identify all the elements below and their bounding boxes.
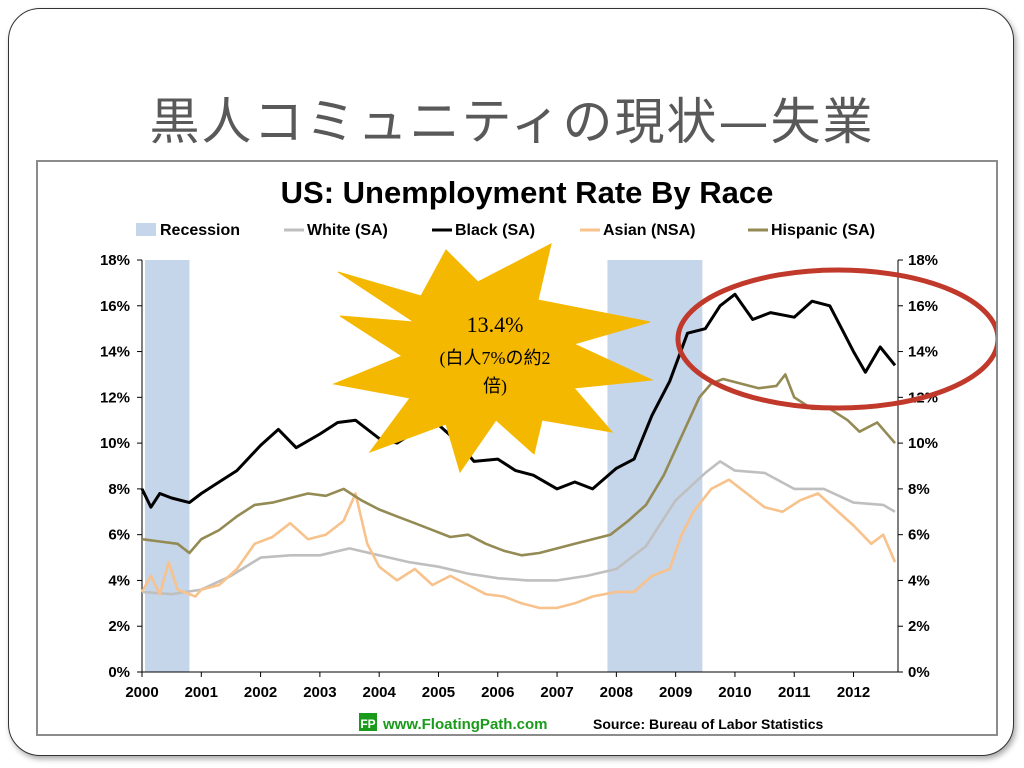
series-line-hispanic — [141, 373, 896, 557]
x-tick-label: 2005 — [422, 684, 455, 701]
y-tick-label-right: 2% — [908, 618, 930, 635]
burst-shape — [332, 243, 654, 474]
highlight-ellipse — [675, 267, 996, 411]
x-tick-label: 2011 — [778, 684, 811, 701]
axes: 0% 0%2% 2%4% 4%6% 6%8% 8%10% 10%12% 12%14% 14%16… — [100, 252, 938, 701]
recession-bands — [144, 260, 703, 672]
y-tick-label-left: 16% — [100, 298, 130, 315]
x-tick-label: 2010 — [718, 684, 751, 701]
y-tick-label-left: 4% — [108, 572, 130, 589]
legend-label-black: Black (SA) — [455, 222, 535, 239]
legend-item-asian: Asian (NSA) — [580, 222, 695, 239]
x-tick-label: 2009 — [659, 684, 692, 701]
y-tick-label-left: 18% — [100, 252, 130, 269]
series-lines — [140, 292, 897, 610]
series-line-asian — [140, 478, 897, 610]
footer-source: Source: Bureau of Labor Statistics — [593, 716, 823, 732]
unemployment-chart: US: Unemployment Rate By Race Recession W… — [100, 175, 996, 733]
legend-item-recession: Recession — [136, 222, 240, 239]
x-tick-label: 2004 — [362, 684, 396, 701]
chart-legend: Recession White (SA) Black (SA) Asian (NSA)… — [136, 222, 875, 239]
y-tick-label-left: 0% — [108, 664, 130, 681]
chart-title: US: Unemployment Rate By Race — [281, 175, 774, 210]
y-tick-label-left: 6% — [108, 527, 130, 544]
x-tick-label: 2008 — [600, 684, 633, 701]
y-tick-label-right: 10% — [908, 435, 938, 452]
y-tick-label-left: 8% — [108, 481, 130, 498]
svg-text:FP: FP — [360, 717, 375, 731]
x-tick-label: 2000 — [125, 684, 158, 701]
legend-label-recession: Recession — [160, 222, 240, 239]
x-tick-label: 2006 — [481, 684, 514, 701]
recession-band-1 — [144, 260, 190, 672]
y-tick-label-right: 8% — [908, 481, 930, 498]
legend-label-asian: Asian (NSA) — [603, 222, 695, 239]
legend-label-hispanic: Hispanic (SA) — [771, 222, 875, 239]
y-tick-label-left: 2% — [108, 618, 130, 635]
y-tick-label-right: 0% — [908, 664, 930, 681]
floatingpath-logo: FP — [359, 713, 377, 731]
y-tick-label-right: 14% — [908, 344, 938, 361]
series-line-black — [140, 292, 897, 509]
callout-line2: (白人7%の約2 — [440, 348, 551, 369]
slide-title: 黒人コミュニティの現状—失業 — [149, 93, 875, 151]
x-tick-label: 2007 — [540, 684, 573, 701]
legend-swatch-recession — [136, 223, 156, 236]
legend-label-white: White (SA) — [307, 222, 388, 239]
x-tick-label: 2001 — [185, 684, 218, 701]
footer-site-link[interactable]: www.FloatingPath.com — [382, 716, 547, 733]
legend-item-white: White (SA) — [284, 222, 388, 239]
y-tick-label-left: 14% — [100, 344, 130, 361]
callout-value: 13.4% — [467, 312, 524, 337]
y-tick-label-right: 18% — [908, 252, 938, 269]
x-tick-label: 2012 — [837, 684, 870, 701]
x-tick-label: 2002 — [244, 684, 277, 701]
y-tick-label-right: 4% — [908, 572, 930, 589]
series-line-white — [141, 460, 896, 596]
y-tick-label-left: 10% — [100, 435, 130, 452]
chart-footer: FP www.FloatingPath.com Source: Bureau o… — [359, 713, 823, 733]
y-tick-label-right: 16% — [908, 298, 938, 315]
chart-frame: US: Unemployment Rate By Race Recession W… — [36, 160, 998, 736]
legend-item-black: Black (SA) — [432, 222, 535, 239]
x-tick-label: 2003 — [303, 684, 336, 701]
y-tick-label-right: 6% — [908, 527, 930, 544]
callout-line3: 倍) — [483, 376, 507, 397]
callout-burst: 13.4% (白人7%の約2 倍) — [332, 243, 654, 474]
legend-item-hispanic: Hispanic (SA) — [748, 222, 875, 239]
y-tick-label-left: 12% — [100, 389, 130, 406]
